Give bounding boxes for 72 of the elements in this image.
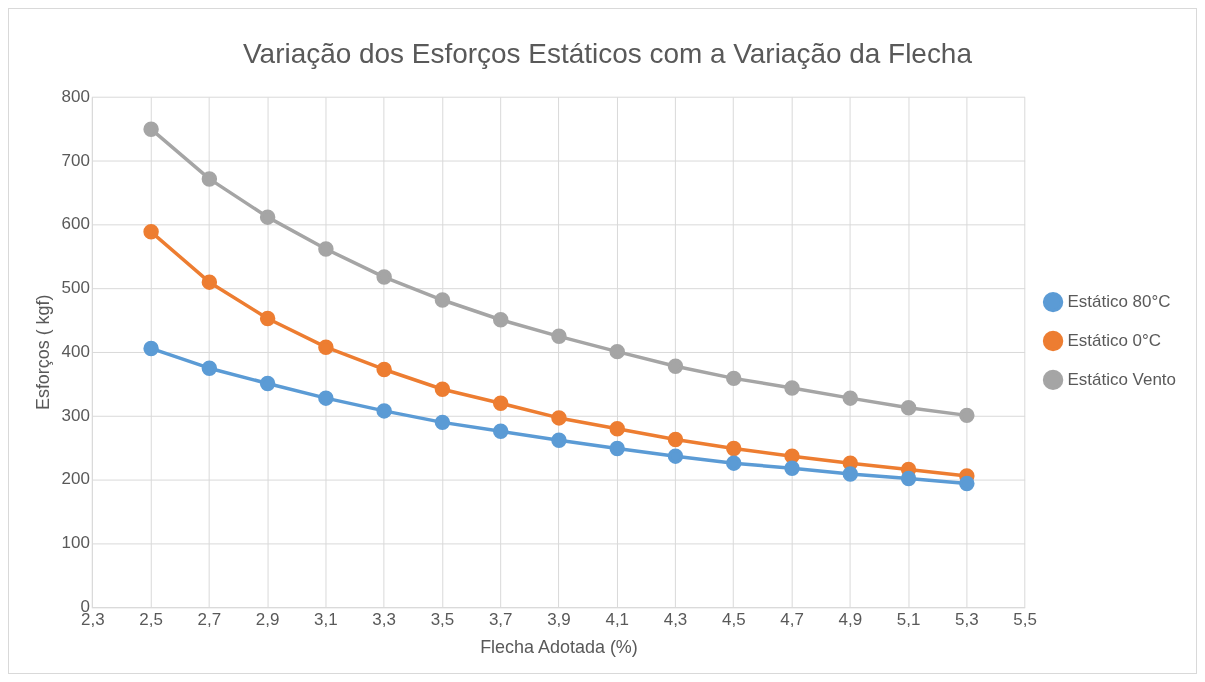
x-tick-label: 4,5 <box>721 610 746 630</box>
point <box>492 395 509 411</box>
point <box>900 470 917 487</box>
point <box>609 343 625 360</box>
x-tick-label: 3,1 <box>314 610 338 630</box>
point <box>726 455 742 471</box>
point <box>143 224 159 240</box>
point <box>784 380 800 396</box>
point <box>376 269 392 285</box>
point <box>376 361 392 378</box>
point <box>143 340 159 357</box>
x-tick-label: 2,7 <box>197 610 222 630</box>
point <box>959 407 975 424</box>
point <box>434 381 451 397</box>
point <box>900 399 917 416</box>
x-tick-label: 5,3 <box>955 610 979 630</box>
point <box>667 448 684 464</box>
point <box>726 440 742 457</box>
y-tick-label: 600 <box>61 214 90 234</box>
point <box>434 292 451 308</box>
point <box>667 358 684 375</box>
x-tick-label: 4,3 <box>663 610 688 630</box>
x-tick-label: 4,9 <box>838 610 863 630</box>
legend-label: Estático Vento <box>1067 369 1176 389</box>
point <box>551 432 567 448</box>
point <box>551 328 567 345</box>
x-tick-label: 4,1 <box>605 610 630 630</box>
point <box>784 460 800 476</box>
x-tick-label: 2,5 <box>139 610 163 630</box>
x-axis-title: Flecha Adotada (%) <box>480 637 638 658</box>
point <box>609 440 625 457</box>
y-tick-label: 200 <box>61 469 90 489</box>
point <box>784 448 800 464</box>
y-tick-label: 400 <box>61 341 90 361</box>
x-tick-label: 4,7 <box>780 610 804 630</box>
point <box>376 403 392 419</box>
y-tick-label: 100 <box>61 533 90 553</box>
y-tick-label: 300 <box>61 405 90 425</box>
point <box>726 370 742 387</box>
point <box>492 423 509 440</box>
x-tick-label: 3,7 <box>488 610 513 630</box>
x-tick-label: 3,3 <box>372 610 396 630</box>
point <box>201 274 218 290</box>
x-tick-label: 3,5 <box>430 610 455 630</box>
point <box>609 421 625 437</box>
point <box>201 360 218 376</box>
x-tick-label: 5,5 <box>1013 610 1037 630</box>
legend-label: Estático 0°C <box>1067 330 1162 350</box>
x-tick-label: 3,9 <box>547 610 571 630</box>
y-tick-label: 700 <box>61 150 90 170</box>
point <box>842 466 859 482</box>
point <box>667 431 684 448</box>
y-tick-label: 500 <box>61 278 90 298</box>
point <box>318 339 334 355</box>
chart-title: Variação dos Esforços Estáticos com a Variação da Flecha <box>243 38 973 70</box>
y-tick-label: 800 <box>61 87 90 106</box>
point <box>434 414 451 431</box>
point <box>259 375 276 392</box>
x-tick-label: 5,1 <box>896 610 921 630</box>
point <box>143 121 159 137</box>
y-axis-title: Esforços ( kgf) <box>32 294 53 411</box>
point <box>318 390 334 406</box>
point <box>492 312 509 328</box>
point <box>551 410 567 426</box>
point <box>259 209 276 225</box>
point <box>201 171 218 187</box>
point <box>842 390 859 406</box>
point <box>259 310 276 327</box>
legend-label: Estático 80°C <box>1067 291 1171 311</box>
point <box>959 475 975 492</box>
point <box>318 241 334 257</box>
x-tick-label: 2,9 <box>255 610 280 630</box>
